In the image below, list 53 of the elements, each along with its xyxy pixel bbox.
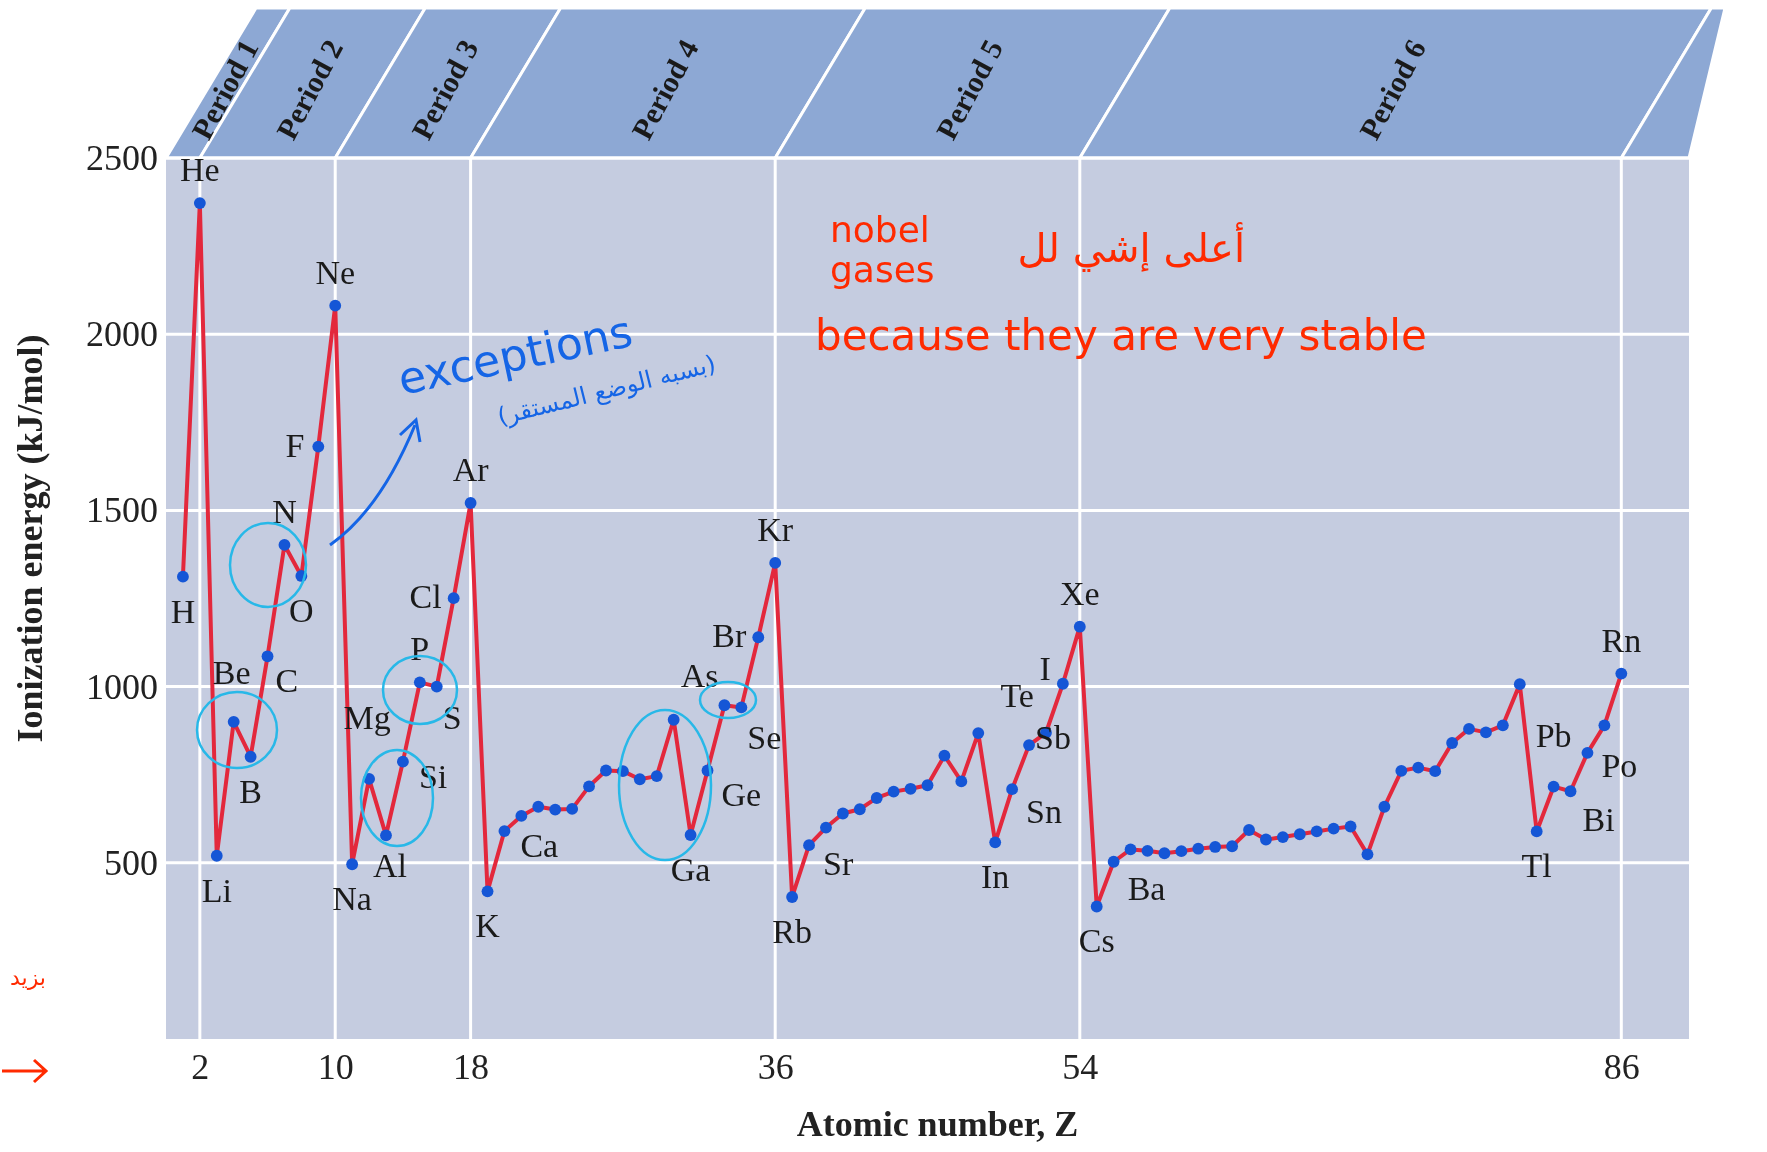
annotation: Te: [1000, 676, 1034, 714]
annotation: Bi: [1582, 801, 1615, 839]
annotation: Ba: [1127, 869, 1166, 907]
annotation: Rn: [1601, 621, 1642, 659]
text: بزيد: [10, 965, 46, 990]
annotation: Tl: [1521, 847, 1552, 885]
annotation: Na: [332, 880, 372, 918]
y-tick-label: 2000: [86, 314, 158, 355]
annotation: nobel gases: [830, 209, 935, 290]
annotation: Ga: [670, 850, 711, 888]
annotation: Li: [201, 871, 232, 909]
x-tick-label: 18: [453, 1046, 490, 1087]
y-axis-title: Ionization energy (kJ/mol): [10, 334, 50, 743]
x-tick-label: 2: [191, 1046, 210, 1087]
annotation: Ar: [452, 451, 490, 488]
annotation: H: [170, 592, 196, 630]
annotation: Br: [712, 617, 747, 655]
annotation: Kr: [757, 510, 794, 548]
annotation: Ge: [721, 776, 762, 814]
annotation: Sr: [823, 845, 854, 883]
annotation: C: [275, 662, 299, 700]
annotation: F: [285, 426, 305, 464]
y-tick-label: 2500: [86, 138, 158, 179]
annotation: Cl: [409, 578, 442, 616]
y-tick-label: 500: [104, 842, 158, 883]
x-tick-label: 54: [1062, 1046, 1099, 1087]
annotation: Xe: [1059, 574, 1100, 612]
annotation: because they are very stable: [815, 311, 1427, 360]
annotation: Al: [372, 847, 407, 885]
x-tick-label: 10: [317, 1046, 354, 1087]
annotation: أعلى إشي لل: [1017, 222, 1245, 272]
x-tick-label: 86: [1603, 1046, 1640, 1087]
annotation: Cs: [1078, 922, 1115, 960]
annotation: Rb: [772, 912, 812, 950]
annotation: Sb: [1035, 719, 1071, 757]
annotation: I: [1039, 649, 1051, 687]
annotation: K: [475, 907, 501, 945]
x-tick-label: 36: [757, 1046, 794, 1087]
annotation: In: [981, 858, 1010, 896]
x-axis-title: Atomic number, Z: [796, 1104, 1079, 1144]
annotation: Sn: [1026, 793, 1063, 831]
annotation: B: [239, 772, 262, 810]
annotation: He: [180, 151, 220, 189]
annotation: Ca: [520, 827, 559, 865]
annotation: Pb: [1535, 716, 1572, 754]
annotation: Se: [747, 719, 782, 757]
annotation: Po: [1601, 746, 1638, 784]
y-tick-label: 1000: [86, 666, 158, 707]
annotation: As: [680, 657, 719, 695]
annotation: O: [289, 591, 314, 629]
annotation: Ne: [315, 253, 356, 291]
annotation: N: [272, 492, 297, 530]
y-tick-label: 1500: [86, 490, 158, 531]
